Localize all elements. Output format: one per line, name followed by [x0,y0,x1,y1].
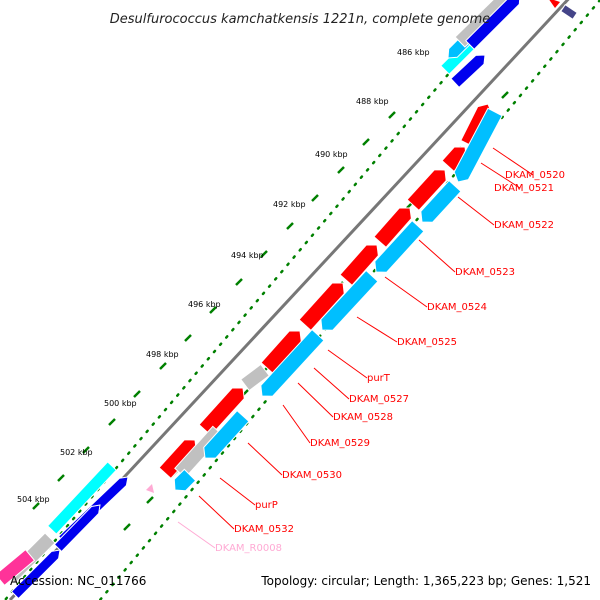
inner-tick-mark [32,502,40,510]
inner-tick-mark [362,138,370,146]
gene-label: DKAM_0532 [234,524,294,535]
footer-bar: Accession: NC_011766 Topology: circular;… [10,574,591,588]
reverse-cds-arrow [173,468,197,492]
other-strand-arrow [450,54,486,89]
gene-label-leader [356,316,398,343]
gene-label-leader [247,442,283,476]
kbp-label: 494 kbp [231,251,264,260]
inner-tick-mark [235,278,243,286]
inner-tick-ring [3,0,513,600]
gene-label-leader [177,521,216,549]
accession-text: Accession: NC_011766 [10,574,146,588]
kbp-scale-labels: 486 kbp 488 kbp 490 kbp 492 kbp 494 kbp 496 k… [17,48,430,504]
gene-label: purP [255,500,278,511]
kbp-label: 496 kbp [188,300,221,309]
grey-feature-block [240,363,270,392]
reverse-cds-arrow [374,219,425,273]
outer-tick-mark [123,523,131,531]
gene-label: DKAM_0528 [333,412,393,423]
inner-tick-mark [57,474,65,482]
forward-cds-arrow [549,0,560,8]
gene-label-leader [327,349,368,379]
inner-tick-mark [209,306,217,314]
gene-label-leader [384,276,428,308]
gene-label-leader [492,147,534,176]
gene-label: DKAM_0525 [397,337,457,348]
magenta-feature-block [0,548,36,587]
inner-tick-mark [311,194,319,202]
gene-label: DKAM_0529 [310,438,370,449]
forward-cds-arrow [373,207,412,248]
gene-label-leader [457,196,495,226]
kbp-label: 504 kbp [17,495,50,504]
gene-label: purT [367,373,391,384]
other-strand-arrow [53,504,101,553]
inner-tick-mark [337,166,345,174]
other-strand-arrow [10,549,61,600]
gene-label-leader [313,367,350,400]
kbp-label: 500 kbp [104,399,137,408]
forward-cds-arrow [406,169,447,212]
gene-label-leader [418,239,456,273]
reverse-cds-arrow [260,328,325,397]
forward-cds-arrow [198,387,245,437]
gene-label: DKAM_0524 [427,302,487,313]
reverse-cds-arrow [453,107,503,183]
gene-label-leader [282,404,311,444]
gene-label: DKAM_0530 [282,470,342,481]
kbp-label: 488 kbp [356,97,389,106]
rna-feature [146,484,154,493]
reverse-cds-arrow [320,269,379,331]
inner-tick-mark [260,250,268,258]
kbp-label: 502 kbp [60,448,93,457]
gene-label: DKAM_0527 [349,394,409,405]
gene-labels: DKAM_0520 DKAM_0521 DKAM_0522 DKAM_0523 DKAM… [177,147,565,554]
topology-text: Topology: circular; Length: 1,365,223 bp… [260,574,591,588]
kbp-label: 490 kbp [315,150,348,159]
dark-feature-block [560,3,578,21]
gene-label: DKAM_0522 [494,220,554,231]
inner-tick-mark [159,362,167,370]
outer-tick-mark [501,91,509,99]
gene-label-leader [198,495,235,530]
reverse-cds-arrow [420,179,462,223]
gene-label: DKAM_R0008 [215,543,282,554]
feature-tracks [0,0,578,600]
forward-cds-arrow [339,244,379,287]
reverse-cds-arrow [203,409,250,459]
gene-label-leader [219,477,256,506]
kbp-label: 486 kbp [397,48,430,57]
inner-tick-mark [184,334,192,342]
gene-label: DKAM_0521 [494,183,554,194]
gene-label: DKAM_0520 [505,170,565,181]
genome-title: Desulfurococcus kamchatkensis 1221n, com… [110,12,491,27]
other-strand-arrow [465,0,521,50]
outer-tick-mark [146,496,154,504]
inner-tick-mark [388,111,396,119]
inner-tick-mark [82,446,90,454]
kbp-label: 492 kbp [273,200,306,209]
inner-tick-mark [108,418,116,426]
kbp-label: 498 kbp [146,350,179,359]
gene-label: DKAM_0523 [455,267,515,278]
inner-tick-mark [286,222,294,230]
gene-label-leader [297,382,334,418]
gene-label-leader [480,162,521,189]
cyan-feature-block [46,461,118,535]
inner-tick-mark [133,390,141,398]
